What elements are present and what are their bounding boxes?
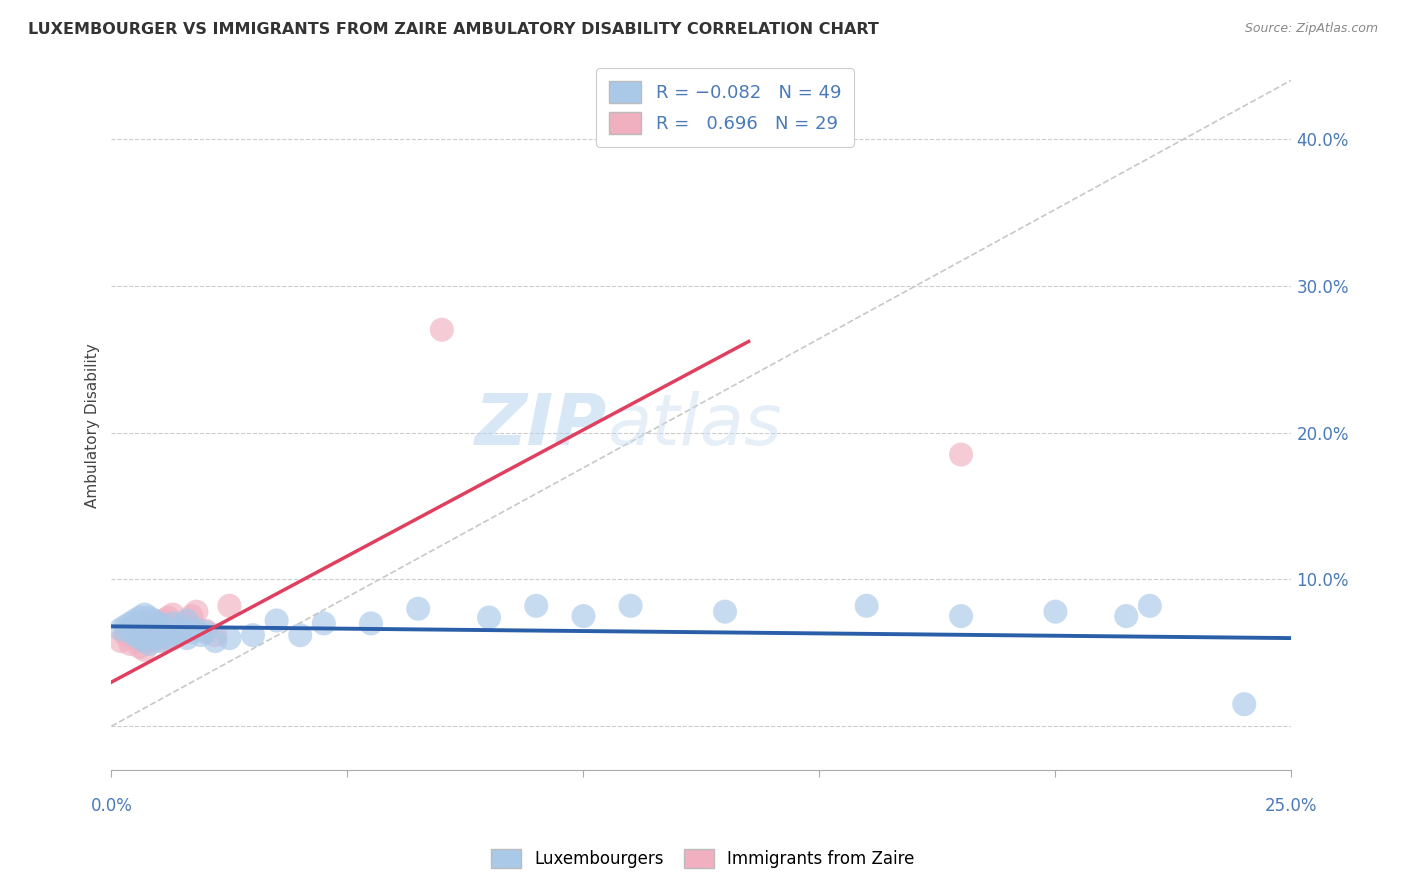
Point [152,619,174,633]
Point [242,628,264,642]
Point [138,619,160,633]
Point [162,607,184,622]
Text: LUXEMBOURGER VS IMMIGRANTS FROM ZAIRE AMBULATORY DISABILITY CORRELATION CHART: LUXEMBOURGER VS IMMIGRANTS FROM ZAIRE AM… [28,22,879,37]
Point [166,624,188,638]
Text: atlas: atlas [607,391,782,459]
Text: Source: ZipAtlas.com: Source: ZipAtlas.com [1244,22,1378,36]
Point [157,610,180,624]
Point [142,631,165,645]
Point [180,609,202,624]
Point [120,616,142,631]
Point [148,616,170,631]
Point [204,634,226,648]
Point [157,622,180,636]
Point [157,628,180,642]
Point [186,622,208,636]
Point [152,614,174,628]
Point [186,605,208,619]
Point [128,631,150,645]
Point [176,631,198,645]
Point [162,625,184,640]
Point [190,628,212,642]
Point [478,610,501,624]
Point [360,616,382,631]
Point [430,323,453,337]
Y-axis label: Ambulatory Disability: Ambulatory Disability [86,343,100,508]
Point [172,619,194,633]
Point [218,599,240,613]
Point [157,631,180,645]
Point [180,625,202,640]
Point [110,634,132,648]
Point [524,599,547,613]
Point [138,634,160,648]
Point [120,637,142,651]
Point [114,628,136,642]
Point [290,628,312,642]
Point [152,628,174,642]
Point [124,614,146,628]
Point [266,614,288,628]
Point [162,616,184,631]
Point [194,624,217,638]
Point [152,634,174,648]
Text: 0.0%: 0.0% [90,797,132,814]
Point [142,628,165,642]
Text: 25.0%: 25.0% [1265,797,1317,814]
Point [134,622,156,636]
Point [218,631,240,645]
Point [855,599,877,613]
Point [124,628,146,642]
Point [114,619,136,633]
Point [204,628,226,642]
Point [572,609,595,624]
Point [148,631,170,645]
Point [312,616,335,631]
Point [176,614,198,628]
Point [162,631,184,645]
Point [194,625,217,640]
Point [134,634,156,648]
Legend: R = −0.082   N = 49, R =   0.696   N = 29: R = −0.082 N = 49, R = 0.696 N = 29 [596,69,853,147]
Point [134,607,156,622]
Point [138,610,160,624]
Point [166,628,188,642]
Point [142,614,165,628]
Point [128,625,150,640]
Text: ZIP: ZIP [475,391,607,459]
Point [406,601,429,615]
Point [1115,609,1137,624]
Point [148,634,170,648]
Point [148,616,170,631]
Point [950,448,973,462]
Point [176,616,198,631]
Point [950,609,973,624]
Legend: Luxembourgers, Immigrants from Zaire: Luxembourgers, Immigrants from Zaire [485,843,921,875]
Point [124,631,146,645]
Point [1045,605,1067,619]
Point [1139,599,1161,613]
Point [1233,697,1256,711]
Point [120,625,142,640]
Point [138,637,160,651]
Point [134,643,156,657]
Point [172,619,194,633]
Point [128,640,150,654]
Point [128,610,150,624]
Point [714,605,737,619]
Point [110,622,132,636]
Point [620,599,643,613]
